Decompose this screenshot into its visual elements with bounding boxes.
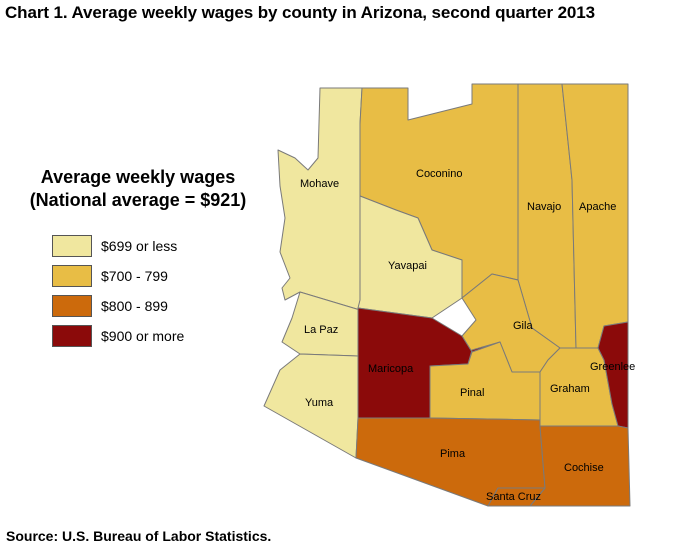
legend-label: $700 - 799 — [101, 268, 168, 284]
label-yavapai: Yavapai — [388, 260, 427, 272]
label-navajo: Navajo — [527, 201, 561, 213]
label-coconino: Coconino — [416, 168, 462, 180]
legend-title-line1: Average weekly wages — [40, 167, 236, 187]
label-apache: Apache — [579, 201, 616, 213]
label-cochise: Cochise — [564, 462, 604, 474]
legend-swatch — [52, 265, 92, 287]
county-santa-cruz[interactable] — [487, 487, 546, 507]
legend-swatch — [52, 295, 92, 317]
county-yavapai[interactable] — [357, 195, 463, 319]
label-yuma: Yuma — [305, 397, 334, 409]
legend-label: $900 or more — [101, 328, 185, 344]
legend-item-800-899: $800 - 899 — [52, 294, 168, 318]
legend-swatch — [52, 235, 92, 257]
legend-item-699-or-less: $699 or less — [52, 234, 177, 258]
legend-item-700-799: $700 - 799 — [52, 264, 168, 288]
label-santa-cruz: Santa Cruz — [486, 491, 541, 503]
label-graham: Graham — [550, 383, 590, 395]
source-note: Source: U.S. Bureau of Labor Statistics. — [6, 528, 272, 544]
label-gila: Gila — [513, 320, 533, 332]
county-greenlee[interactable] — [597, 321, 629, 429]
label-pima: Pima — [440, 448, 466, 460]
label-mohave: Mohave — [300, 178, 339, 190]
legend-label: $699 or less — [101, 238, 178, 254]
legend-title-line2: (National average = $921) — [29, 190, 247, 210]
legend-swatch — [52, 325, 92, 347]
legend-label: $800 - 899 — [101, 298, 168, 314]
label-maricopa: Maricopa — [368, 363, 414, 375]
label-pinal: Pinal — [460, 387, 484, 399]
label-greenlee: Greenlee — [590, 361, 635, 373]
county-mohave[interactable] — [277, 87, 363, 311]
legend-item-900-or-more: $900 or more — [52, 324, 184, 348]
chart-title: Chart 1. Average weekly wages by county … — [5, 3, 596, 22]
label-la-paz: La Paz — [304, 324, 338, 336]
legend-title: Average weekly wages (National average =… — [14, 166, 262, 212]
